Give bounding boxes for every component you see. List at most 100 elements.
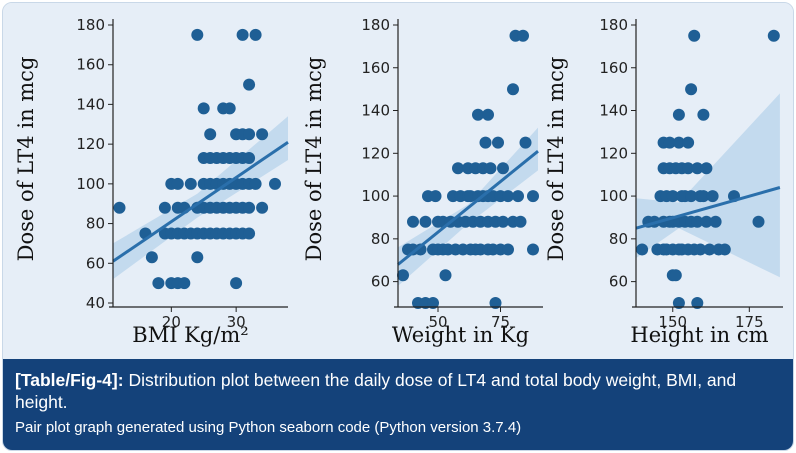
data-point (171, 177, 184, 190)
data-point (691, 297, 704, 309)
y-tick-label: 160 (76, 56, 105, 74)
data-point (452, 162, 464, 175)
data-point (414, 243, 427, 256)
y-tick-label: 100 (76, 175, 105, 193)
data-point (419, 215, 432, 228)
y-tick-label: 80 (371, 230, 390, 248)
regression-line (635, 186, 781, 230)
data-point (204, 128, 217, 141)
data-point (636, 243, 649, 256)
data-point (700, 215, 713, 228)
data-point (492, 136, 504, 149)
data-point (472, 108, 484, 121)
data-point (669, 269, 682, 282)
data-point (489, 297, 502, 309)
caption-label: [Table/Fig-4]: (15, 370, 124, 390)
data-point (256, 128, 269, 141)
data-point (688, 29, 701, 42)
data-point (269, 177, 281, 190)
data-point (512, 190, 524, 203)
data-point (479, 136, 492, 149)
data-point (502, 190, 514, 203)
data-point (682, 136, 695, 149)
data-point (752, 215, 765, 228)
data-point (249, 177, 262, 190)
y-axis-label: Dose of LT4 in mcg (544, 57, 568, 262)
data-point (191, 28, 204, 41)
data-point (697, 190, 710, 203)
y-tick-label: 120 (76, 135, 105, 153)
data-point (397, 269, 409, 282)
x-axis-label: BMI Kg/m² (132, 323, 248, 347)
data-point (682, 162, 695, 175)
data-point (243, 128, 256, 141)
y-tick-label: 180 (76, 16, 105, 34)
data-point (685, 83, 698, 96)
data-point (527, 243, 539, 256)
data-point (703, 243, 716, 256)
data-point (236, 28, 249, 41)
data-point (718, 243, 731, 256)
data-point (709, 215, 722, 228)
caption-text: Distribution plot between the daily dose… (15, 370, 737, 412)
data-point (427, 297, 439, 309)
data-point (178, 277, 191, 290)
data-point (691, 162, 704, 175)
data-point (243, 78, 256, 91)
y-tick-label: 140 (361, 102, 390, 120)
data-point (502, 243, 514, 256)
data-point (429, 190, 442, 203)
data-point (497, 162, 509, 175)
caption-note: Pair plot graph generated using Python s… (15, 419, 522, 436)
data-point (514, 215, 527, 228)
data-point (243, 227, 256, 240)
y-tick-label: 120 (361, 144, 390, 162)
y-tick-label: 60 (609, 273, 628, 291)
data-point (484, 162, 497, 175)
confidence-band (636, 93, 780, 278)
data-point (517, 29, 529, 42)
y-axis-label: Dose of LT4 in mcg (14, 57, 38, 262)
data-point (697, 108, 710, 121)
data-point (706, 190, 719, 203)
data-point (507, 83, 519, 96)
y-tick-label: 180 (361, 16, 390, 34)
y-tick-label: 140 (599, 102, 628, 120)
y-tick-label: 120 (599, 144, 628, 162)
x-tick-label: 20 (162, 313, 181, 331)
x-tick-label: 50 (428, 313, 447, 331)
data-point (230, 277, 243, 290)
regression-line (112, 140, 289, 263)
data-point (158, 201, 171, 214)
y-tick-label: 180 (599, 16, 628, 34)
data-point (663, 136, 676, 149)
data-point (243, 152, 256, 164)
y-tick-label: 80 (86, 215, 105, 233)
data-point (672, 297, 685, 309)
x-tick-label: 175 (735, 313, 764, 331)
data-point (672, 108, 685, 121)
y-axis-label: Dose of LT4 in mcg (302, 57, 326, 262)
data-point (407, 215, 419, 228)
y-tick-label: 160 (361, 59, 390, 77)
data-point (197, 102, 210, 115)
data-point (256, 201, 269, 214)
y-tick-label: 40 (86, 294, 105, 312)
data-point (519, 136, 532, 149)
x-axis-label: Weight in Kg (392, 323, 529, 347)
y-tick-label: 100 (361, 187, 390, 205)
pair-plot-area: 40 60 80 100 120 140 160 180 20 30 BMI Kg/m² Dose o… (3, 3, 793, 355)
y-tick-label: 60 (86, 254, 105, 272)
data-point (191, 251, 204, 264)
data-point (666, 190, 679, 203)
x-axis-label: Height in cm (630, 323, 768, 347)
figure-caption: [Table/Fig-4]: Distribution plot between… (3, 359, 793, 450)
data-point (145, 251, 158, 264)
data-point (694, 243, 707, 256)
y-tick-label: 100 (599, 187, 628, 205)
data-point (113, 201, 126, 214)
y-tick-label: 80 (609, 230, 628, 248)
